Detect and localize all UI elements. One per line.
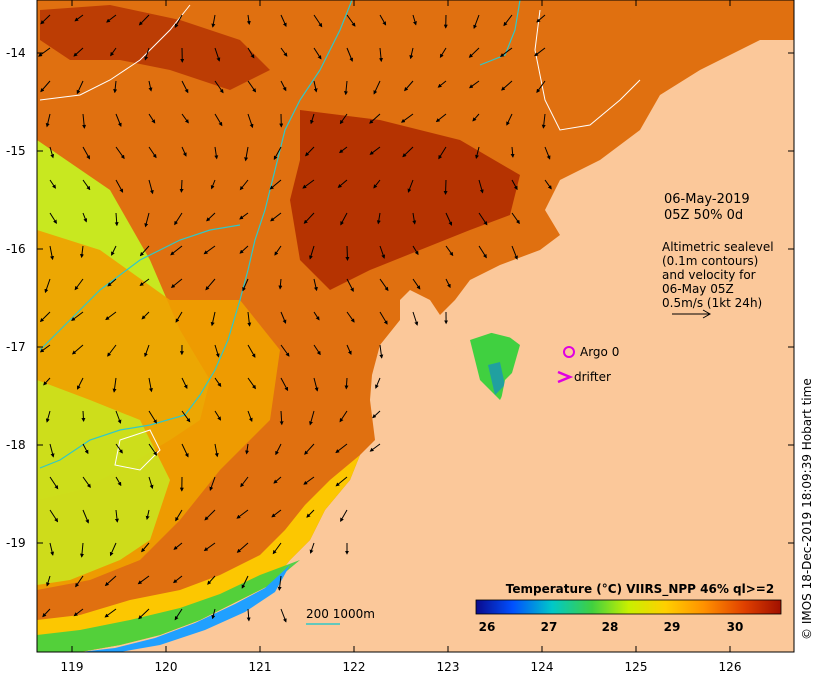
credit-text: © IMOS 18-Dec-2019 18:09:39 Hobart time xyxy=(800,378,814,640)
y-tick-label: -17 xyxy=(6,340,34,354)
y-tick-label: -18 xyxy=(6,438,34,452)
x-tick-label: 125 xyxy=(621,660,651,674)
altimetry-line: 0.5m/s (1kt 24h) xyxy=(662,296,762,310)
date-label: 06-May-2019 xyxy=(664,192,750,207)
colorbar xyxy=(476,600,781,614)
velocity-arrow xyxy=(347,246,348,260)
colorbar-tick: 29 xyxy=(657,620,687,634)
altimetry-line: (0.1m contours) xyxy=(662,254,758,268)
bathy-legend-label: 200 1000m xyxy=(306,607,375,621)
x-tick-label: 121 xyxy=(245,660,275,674)
velocity-arrow xyxy=(83,411,84,421)
x-tick-label: 123 xyxy=(433,660,463,674)
colorbar-tick: 27 xyxy=(534,620,564,634)
x-tick-label: 120 xyxy=(151,660,181,674)
argo-label: Argo 0 xyxy=(580,345,619,359)
colorbar-tick: 28 xyxy=(595,620,625,634)
time-label: 05Z 50% 0d xyxy=(664,208,743,223)
velocity-arrow xyxy=(346,378,347,389)
y-tick-label: -15 xyxy=(6,144,34,158)
drifter-label: drifter xyxy=(574,370,611,384)
y-tick-label: -14 xyxy=(6,46,34,60)
x-tick-label: 119 xyxy=(57,660,87,674)
velocity-arrow xyxy=(181,180,182,192)
velocity-arrow xyxy=(446,180,447,194)
colorbar-title: Temperature (°C) VIIRS_NPP 46% ql>=2 xyxy=(490,582,790,596)
x-tick-label: 126 xyxy=(715,660,745,674)
colorbar-tick: 26 xyxy=(472,620,502,634)
y-tick-label: -19 xyxy=(6,536,34,550)
altimetry-line: 06-May 05Z xyxy=(662,282,734,296)
y-tick-label: -16 xyxy=(6,242,34,256)
x-tick-label: 122 xyxy=(339,660,369,674)
x-tick-label: 124 xyxy=(527,660,557,674)
altimetry-line: Altimetric sealevel xyxy=(662,240,774,254)
colorbar-tick: 30 xyxy=(720,620,750,634)
altimetry-line: and velocity for xyxy=(662,268,756,282)
